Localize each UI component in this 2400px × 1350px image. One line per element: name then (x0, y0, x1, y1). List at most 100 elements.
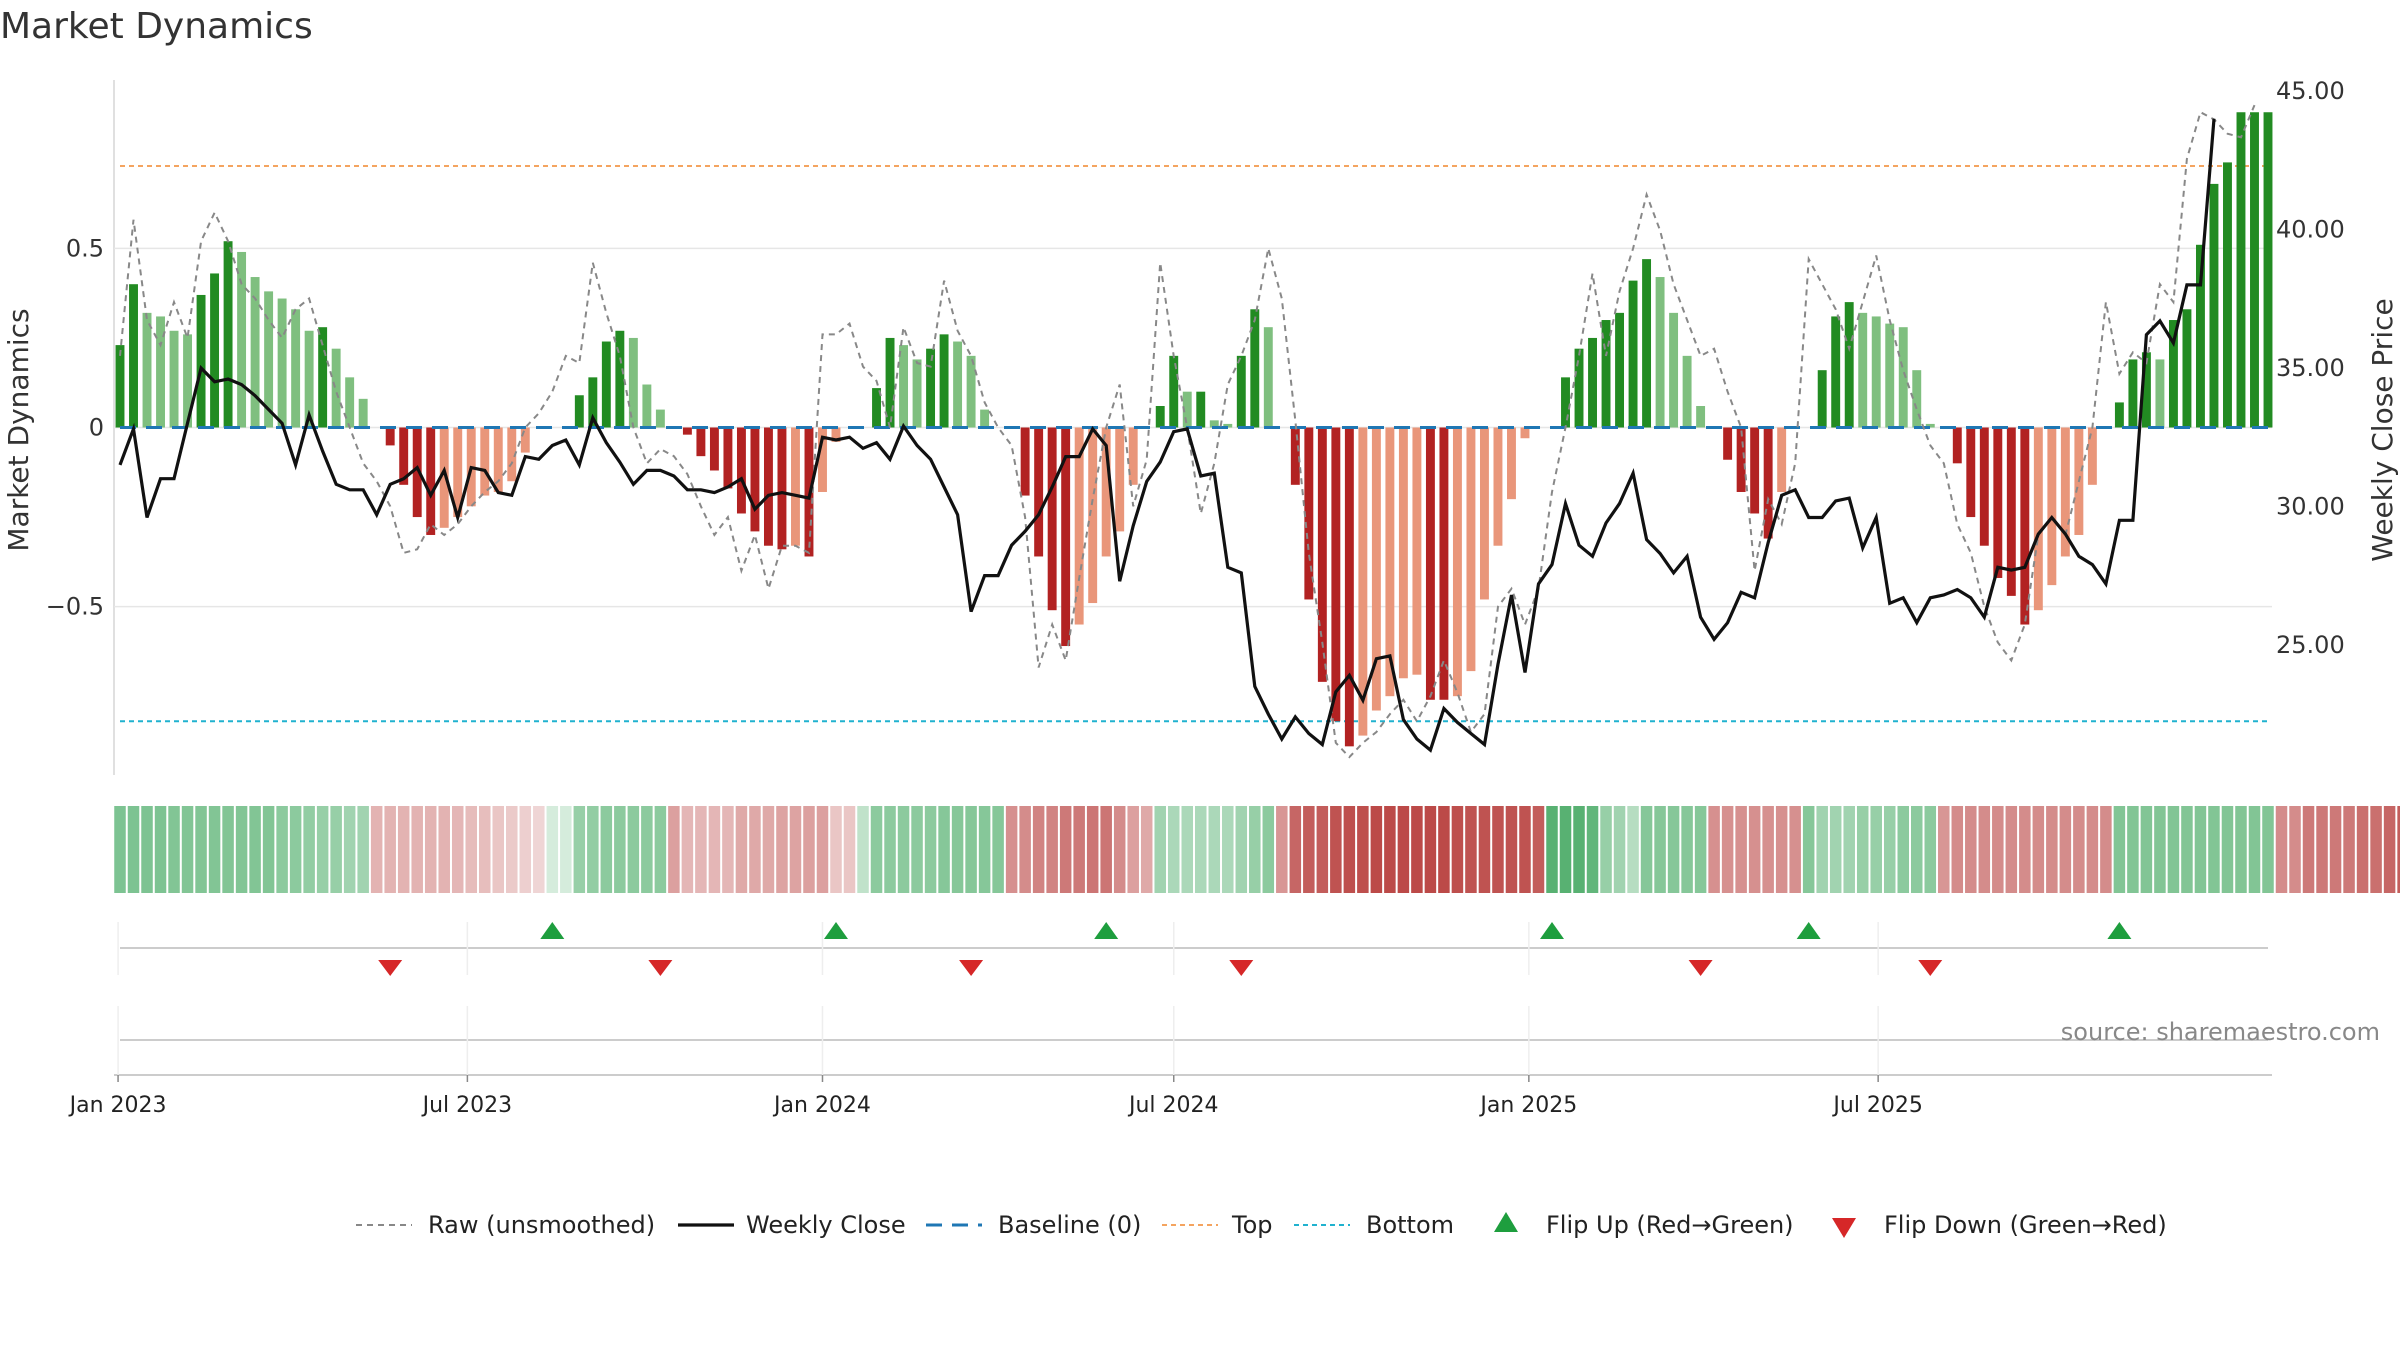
heat-cell (438, 806, 450, 893)
heat-cell (1775, 806, 1788, 893)
momentum-bar (1858, 312, 1868, 428)
heat-cell (1938, 806, 1950, 893)
heat-cell (1762, 806, 1774, 893)
heat-cell (2154, 806, 2166, 893)
momentum-bar (1912, 370, 1922, 428)
momentum-bar (1479, 427, 1489, 600)
heat-cell (1019, 806, 1031, 893)
heat-cell (2140, 806, 2153, 893)
heat-cell (1856, 806, 1869, 893)
heat-cell (924, 806, 937, 893)
heat-cell (1235, 806, 1248, 893)
legend-baseline-label: Baseline (0) (998, 1211, 1141, 1239)
heat-cell (154, 806, 167, 893)
heat-cell (1965, 806, 1977, 893)
heat-cell (1505, 806, 1518, 893)
flip-down-marker (648, 960, 673, 976)
heat-cell (965, 806, 977, 893)
flip-up-marker (2107, 922, 2132, 939)
heat-cell (1708, 806, 1720, 893)
momentum-bar (385, 427, 395, 446)
heat-cell (1195, 806, 1207, 893)
momentum-bar (1317, 427, 1327, 682)
heat-cell (303, 806, 315, 893)
momentum-bar (1871, 316, 1881, 428)
right-y-axis-label: Weekly Close Price (2366, 298, 2399, 561)
momentum-bar (1128, 427, 1138, 485)
momentum-bar (2250, 112, 2259, 428)
heat-cell (870, 806, 883, 893)
heat-cell (1883, 806, 1896, 893)
heat-cell (1343, 806, 1356, 893)
heat-cell (1127, 806, 1139, 893)
momentum-bar (1952, 427, 1962, 464)
flip-up-marker (1094, 922, 1119, 939)
heat-cell (749, 806, 761, 893)
legend-flip-up-icon (1494, 1212, 1518, 1232)
momentum-bar (291, 309, 301, 428)
momentum-bar (115, 345, 125, 428)
heat-cell (1032, 806, 1045, 893)
momentum-bar (493, 427, 503, 492)
heat-cell (1735, 806, 1747, 893)
heat-cell (2032, 806, 2045, 893)
heat-cell (843, 806, 856, 893)
momentum-bar (1358, 427, 1368, 736)
momentum-bar (601, 341, 611, 428)
heat-cell (2316, 806, 2328, 893)
heat-cell (2005, 806, 2018, 893)
momentum-bar (2223, 162, 2232, 428)
momentum-bar (1696, 406, 1706, 428)
heat-cell (1140, 806, 1153, 893)
momentum-bar (1020, 427, 1030, 496)
x-tick-label: Jul 2023 (421, 1093, 513, 1118)
momentum-bar (872, 388, 881, 428)
momentum-bar (1263, 327, 1273, 428)
momentum-bar (358, 398, 368, 428)
heat-cell (1613, 806, 1626, 893)
momentum-bar (1371, 427, 1381, 711)
heat-cell (1802, 806, 1815, 893)
x-tick-label: Jan 2023 (68, 1093, 167, 1118)
momentum-bar (480, 427, 490, 496)
heat-cell (2370, 806, 2382, 893)
momentum-bar (1439, 427, 1449, 700)
legend-flip-down-icon (1832, 1218, 1856, 1238)
heat-cell (2262, 806, 2274, 893)
heat-cell (1492, 806, 1504, 893)
flip-down-marker (1918, 960, 1943, 976)
heat-cell (235, 806, 248, 893)
left-tick-label: −0.5 (46, 593, 104, 621)
heat-cell (1411, 806, 1423, 893)
heat-cell (1694, 806, 1707, 893)
momentum-bar (2263, 112, 2273, 428)
flip-down-marker (1688, 960, 1713, 976)
heat-cell (735, 806, 748, 893)
heat-cell (776, 806, 788, 893)
momentum-bar (696, 427, 706, 457)
heat-cell (1086, 806, 1099, 893)
heat-cell (1005, 806, 1018, 893)
main-panel: −0.5 0 0.5 25.00 30.00 35.00 40.00 45.00 Marke… (2, 77, 2399, 775)
legend-close-label: Weekly Close (746, 1211, 906, 1239)
heat-cell (492, 806, 505, 893)
momentum-bar (628, 337, 638, 428)
heat-cell (614, 806, 626, 893)
heat-cell (1289, 806, 1302, 893)
momentum-bar (682, 427, 692, 435)
heat-cell (1073, 806, 1085, 893)
heat-cell (1276, 806, 1288, 893)
right-tick-label: 30.00 (2276, 492, 2345, 520)
heat-cell (1370, 806, 1383, 893)
momentum-bar (2020, 427, 2030, 625)
momentum-bar (196, 294, 206, 428)
heat-cell (1465, 806, 1477, 893)
heat-cell (1789, 806, 1801, 893)
momentum-bar (1250, 309, 1260, 428)
heat-cell (1897, 806, 1909, 893)
momentum-bar (1398, 427, 1408, 679)
heat-cell (289, 806, 302, 893)
heat-cell (2221, 806, 2234, 893)
momentum-bar (2047, 427, 2057, 586)
heat-cell (2046, 806, 2058, 893)
